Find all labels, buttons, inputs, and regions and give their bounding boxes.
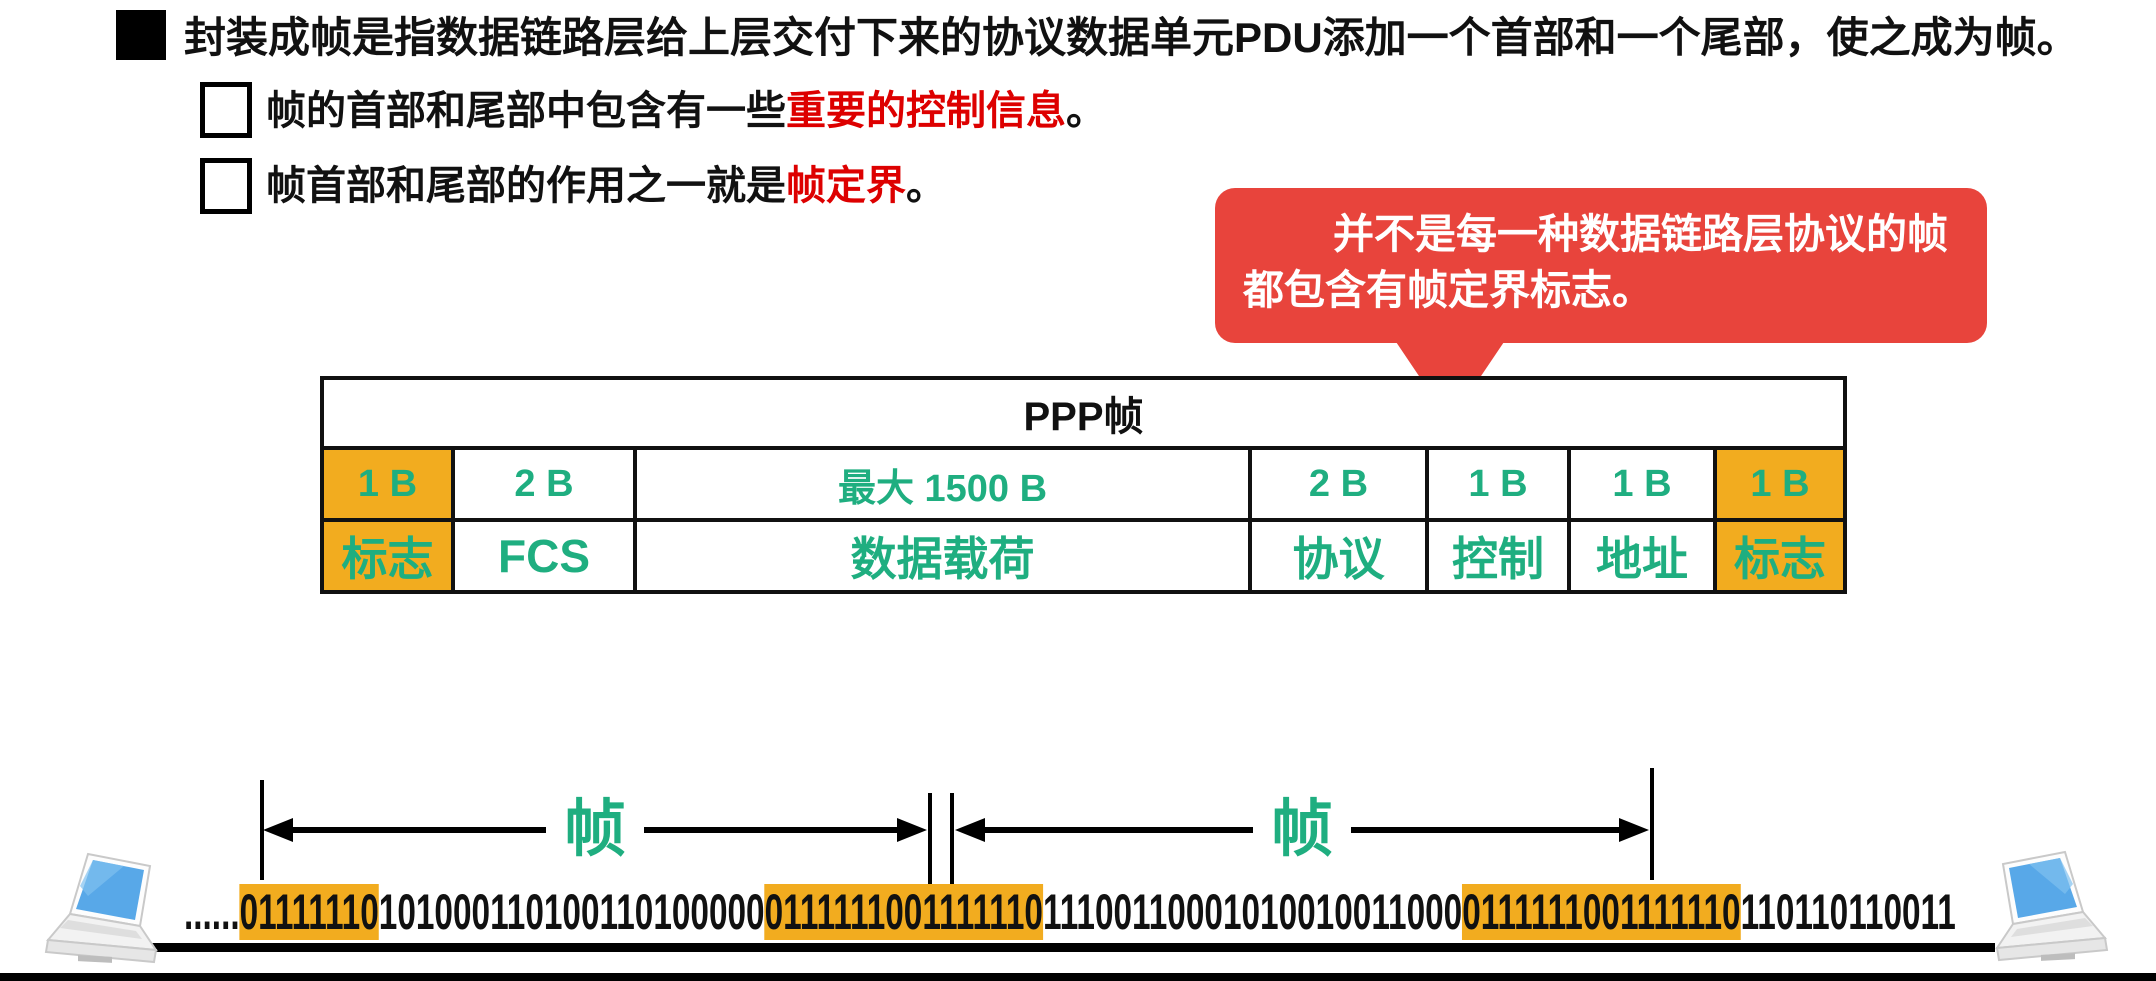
field-cell-flag: 标志 [320,518,455,594]
frame-boundary-tick [260,780,264,880]
ppp-size-row: 1 B 2 B 最大 1500 B 2 B 1 B 1 B 1 B [320,446,1847,522]
frame2-span-arrow: 帧 [955,795,1650,864]
bullet-line-2-text: 帧的首部和尾部中包含有一些 [266,89,786,133]
bullet-filled-square-icon [116,10,166,60]
field-cell-protocol: 协议 [1248,518,1429,594]
field-cell-control: 控制 [1425,518,1571,594]
arrow-shaft [644,827,898,833]
frame2-label: 帧 [1271,795,1334,864]
arrow-right-head-icon [1619,818,1650,842]
bullet-outline-square-icon [200,82,252,138]
arrow-shaft [1351,827,1620,833]
laptop-icon [44,852,158,964]
size-cell-fcs: 2 B [451,446,637,522]
data-bits: 110110110011 [1740,884,1956,940]
field-cell-flag: 标志 [1713,518,1847,594]
bullet-line-3-emphasis: 帧定界 [786,164,906,208]
bullet-outline-square-icon [200,158,252,214]
size-cell-flag: 1 B [1713,446,1847,522]
frame-boundary-tick [950,793,954,895]
frame-boundary-tick [1650,768,1654,880]
size-cell-control: 1 B [1425,446,1571,522]
bullet-line-1: 封装成帧是指数据链路层给上层交付下来的协议数据单元PDU添加一个首部和一个尾部，… [184,14,2079,61]
bullet-line-3-period: 。 [906,164,946,208]
arrow-left-head-icon [955,818,985,842]
data-bits: 101000110100110100000 [378,884,765,940]
arrow-shaft [293,827,546,833]
size-cell-protocol: 2 B [1248,446,1429,522]
frame-boundary-tick [928,793,932,895]
link-wire [150,943,1995,952]
frame1-span-arrow: 帧 [263,795,928,864]
field-cell-address: 地址 [1567,518,1717,594]
bullet-line-2-period: 。 [1066,89,1106,133]
callout-bubble: 并不是每一种数据链路层协议的帧 都包含有帧定界标志。 [1215,188,1987,343]
arrow-shaft [985,827,1253,833]
ppp-field-row: 标志 FCS 数据载荷 协议 控制 地址 标志 [320,518,1847,594]
flag-bits: 01111110 [239,884,379,940]
flag-bits: 0111111001111110 [1462,884,1741,940]
bullet-line-2: 帧的首部和尾部中包含有一些重要的控制信息。 [266,78,1106,136]
size-cell-flag: 1 B [320,446,455,522]
field-cell-payload: 数据载荷 [633,518,1252,594]
arrow-right-head-icon [897,818,928,842]
ppp-table-title: PPP帧 [320,376,1847,450]
size-cell-address: 1 B [1567,446,1717,522]
frame1-label: 帧 [564,795,627,864]
slide-bottom-edge [0,973,2156,981]
laptop-icon [1995,850,2109,962]
bullet-line-3-text: 帧首部和尾部的作用之一就是 [266,164,786,208]
ppp-frame-table: PPP帧 1 B 2 B 最大 1500 B 2 B 1 B 1 B 1 B 标… [320,376,1847,594]
bullet-line-2-emphasis: 重要的控制信息 [786,89,1066,133]
data-bits: 11100110001010010011000 [1042,884,1463,940]
callout-line-2: 都包含有帧定界标志。 [1243,267,1653,313]
flag-bits: 0111111001111110 [764,884,1043,940]
bit-stream: ......0111111010100011010011010000001111… [184,884,1956,940]
arrow-left-head-icon [263,818,293,842]
field-cell-fcs: FCS [451,518,637,594]
bullet-line-3: 帧首部和尾部的作用之一就是帧定界。 [266,153,946,211]
size-cell-payload: 最大 1500 B [633,446,1252,522]
callout-line-1: 并不是每一种数据链路层协议的帧 [1333,211,1948,257]
bit-stream-dots: ...... [184,884,240,940]
